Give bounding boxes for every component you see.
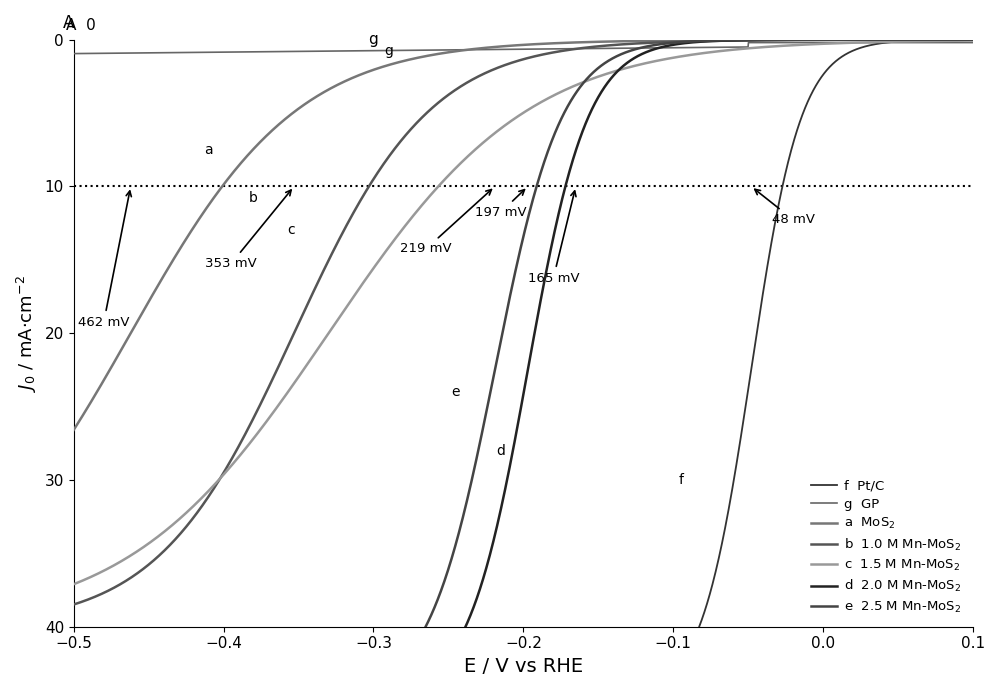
Text: b: b bbox=[249, 191, 258, 205]
Text: A  0: A 0 bbox=[66, 18, 96, 32]
Text: 462 mV: 462 mV bbox=[78, 191, 131, 329]
Text: c: c bbox=[287, 223, 295, 238]
Y-axis label: $J_0$ / mA·cm$^{-2}$: $J_0$ / mA·cm$^{-2}$ bbox=[15, 275, 39, 392]
Text: g: g bbox=[369, 32, 378, 47]
Text: A: A bbox=[62, 15, 74, 32]
Text: g: g bbox=[384, 44, 393, 59]
Text: 353 mV: 353 mV bbox=[205, 190, 291, 270]
Text: d: d bbox=[496, 444, 505, 457]
Text: e: e bbox=[452, 385, 460, 399]
Text: 197 mV: 197 mV bbox=[475, 189, 527, 219]
Text: 48 mV: 48 mV bbox=[755, 189, 815, 226]
Legend: f  Pt/C, g  GP, a  MoS$_2$, b  1.0 M Mn-MoS$_2$, c  1.5 M Mn-MoS$_2$, d  2.0 M M: f Pt/C, g GP, a MoS$_2$, b 1.0 M Mn-MoS$… bbox=[805, 475, 966, 620]
Text: f: f bbox=[678, 473, 683, 487]
Text: 219 mV: 219 mV bbox=[400, 189, 491, 256]
Text: a: a bbox=[204, 143, 213, 157]
Text: 165 mV: 165 mV bbox=[528, 191, 579, 285]
X-axis label: E / V vs RHE: E / V vs RHE bbox=[464, 657, 583, 676]
